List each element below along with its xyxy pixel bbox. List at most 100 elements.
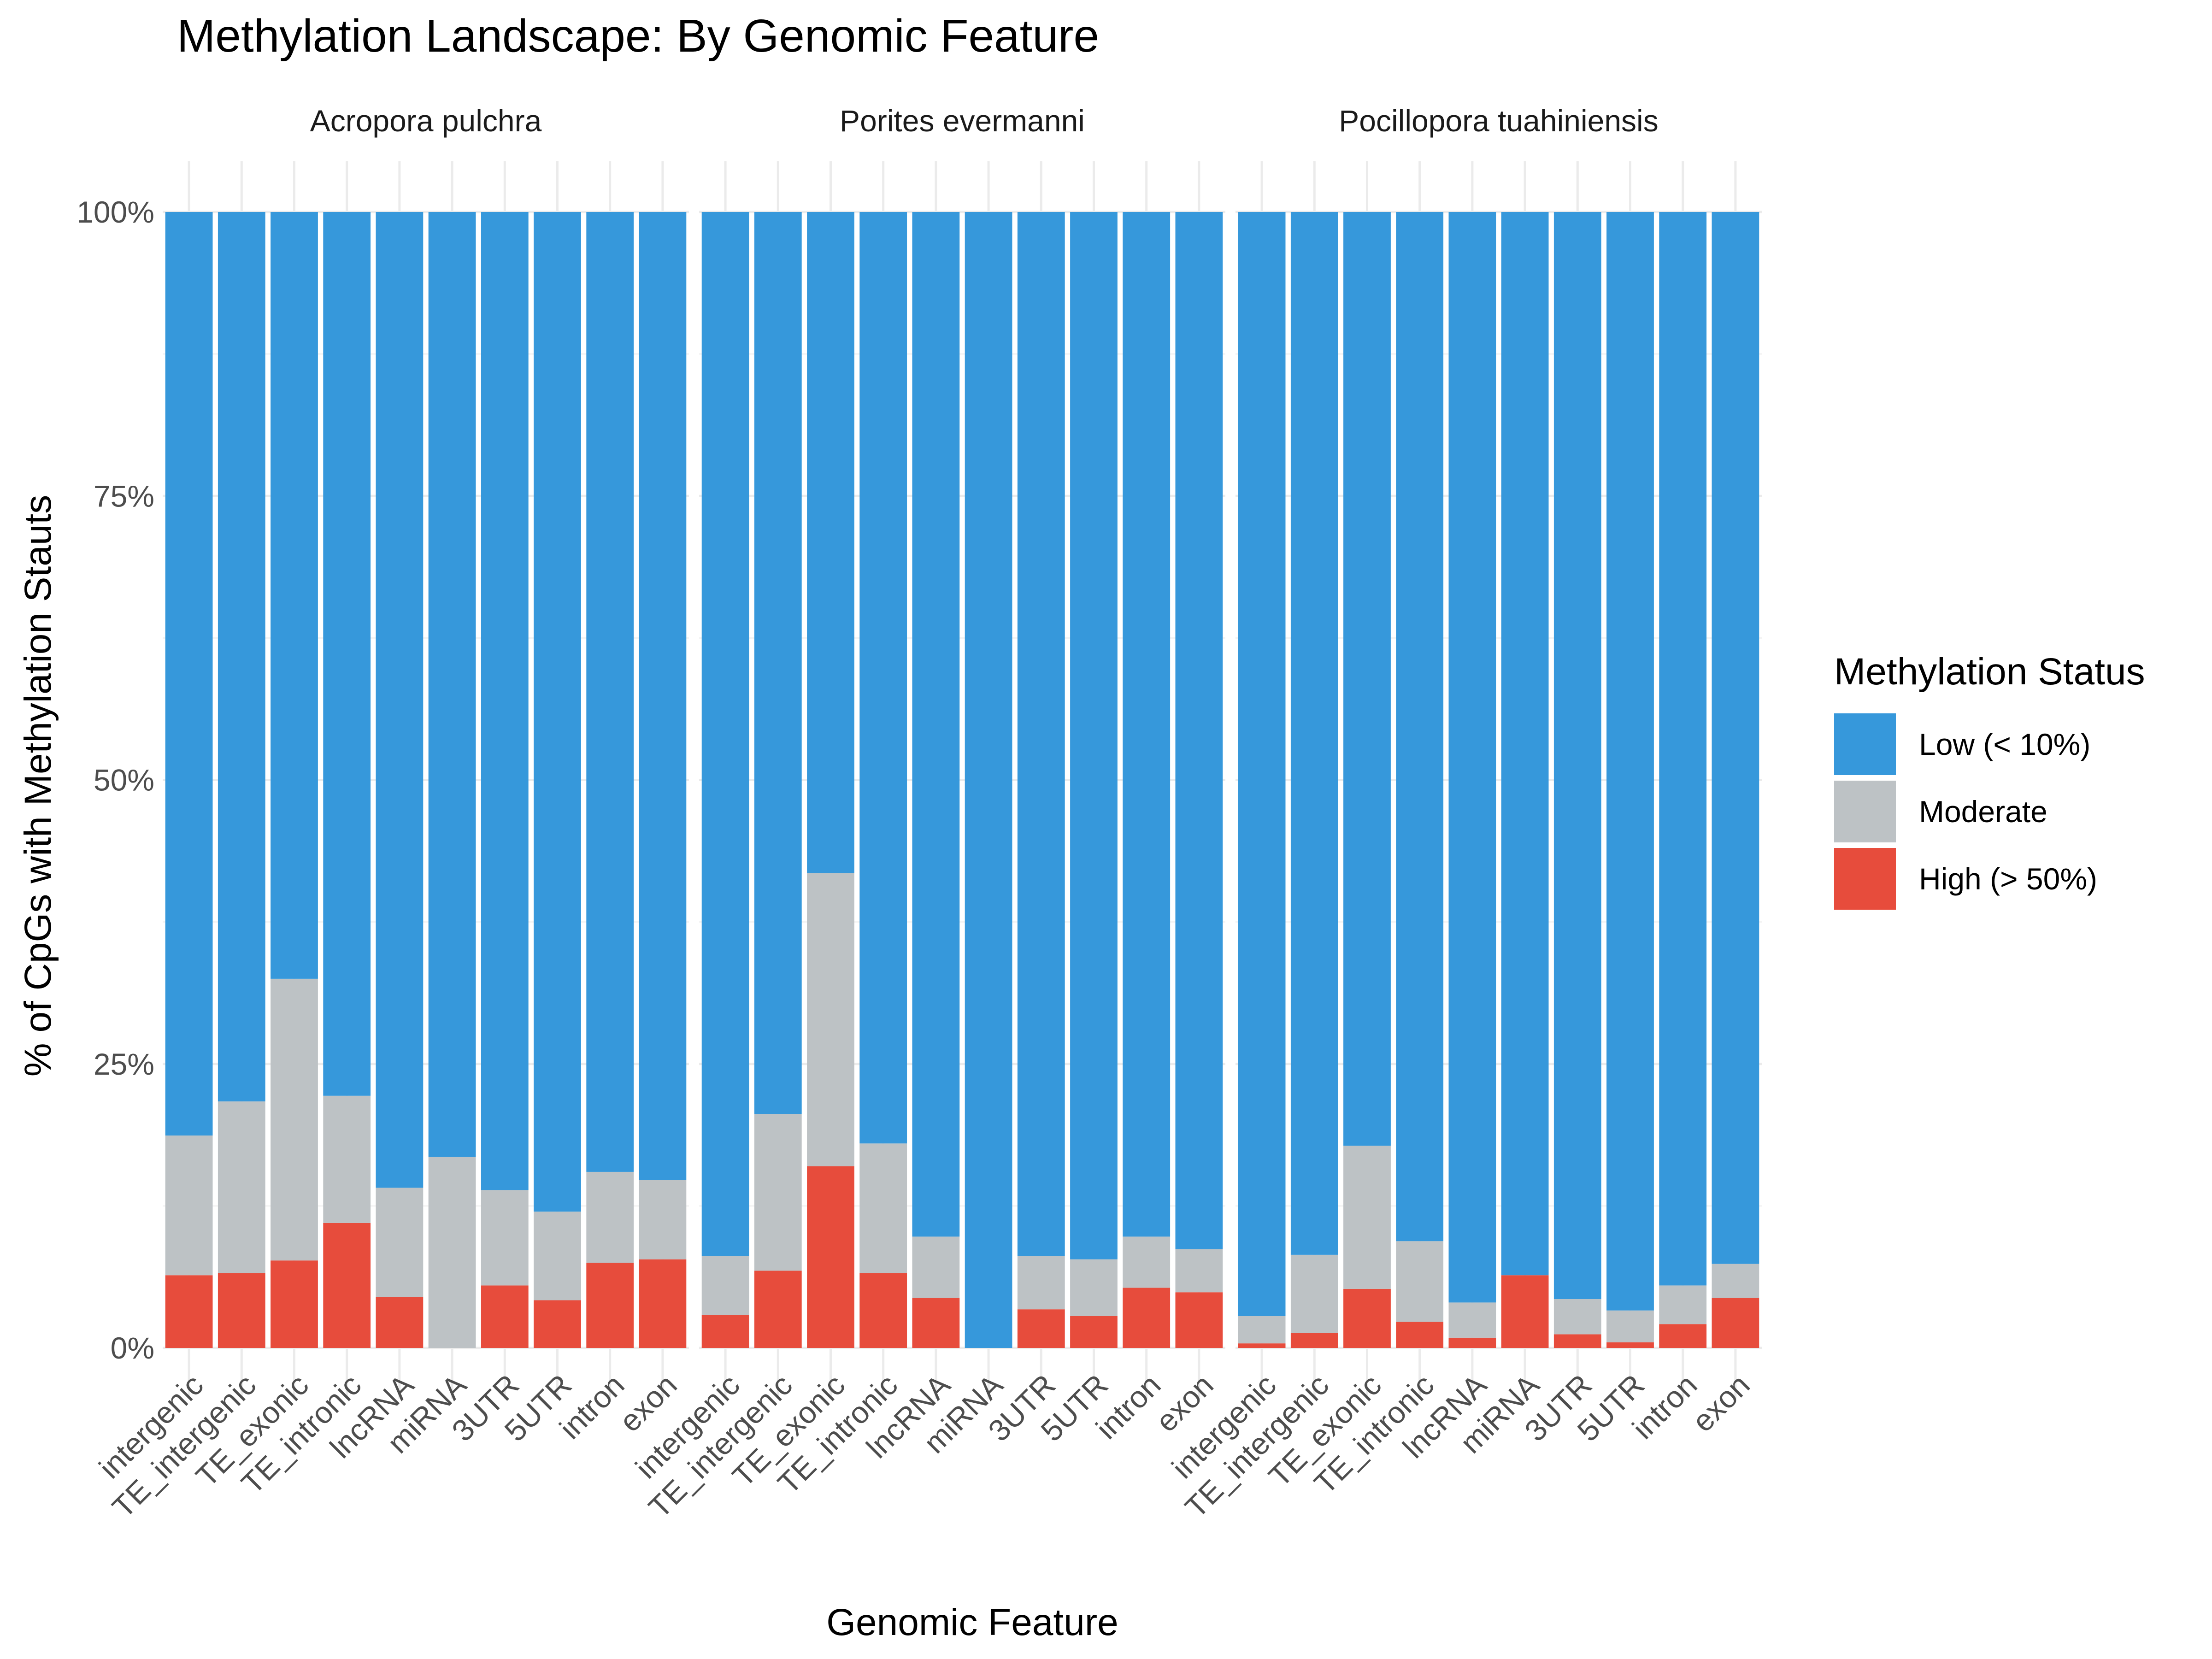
- bar-acropora-pulchra-te-exonic-low-10: [271, 212, 318, 979]
- bar-pocillopora-tuahiniensis-lncrna-low-10: [1448, 212, 1496, 1303]
- bar-porites-evermanni-lncrna-low-10: [912, 212, 960, 1237]
- bar-pocillopora-tuahiniensis-te-intronic-low-10: [1396, 212, 1444, 1241]
- bar-acropora-pulchra-te-intronic-low-10: [323, 212, 371, 1096]
- bar-acropora-pulchra-mirna-low-10: [428, 212, 476, 1157]
- bar-pocillopora-tuahiniensis-3utr-high-50: [1553, 1334, 1601, 1348]
- bar-pocillopora-tuahiniensis-lncrna-high-50: [1448, 1337, 1496, 1348]
- y-tick-label: 100%: [76, 195, 154, 229]
- bar-pocillopora-tuahiniensis-intergenic-moderate: [1238, 1316, 1286, 1344]
- bar-acropora-pulchra-te-intergenic-moderate: [218, 1101, 265, 1273]
- bar-pocillopora-tuahiniensis-lncrna-moderate: [1448, 1302, 1496, 1338]
- y-tick-label: 75%: [94, 479, 154, 513]
- facet-label-porites-evermanni: Porites evermanni: [840, 104, 1085, 138]
- bar-porites-evermanni-intron-high-50: [1123, 1288, 1171, 1348]
- bar-acropora-pulchra-te-intergenic-high-50: [218, 1273, 265, 1348]
- facet-label-pocillopora-tuahiniensis: Pocillopora tuahiniensis: [1339, 104, 1658, 138]
- bar-porites-evermanni-intergenic-high-50: [701, 1315, 749, 1348]
- bar-acropora-pulchra-te-intronic-moderate: [323, 1095, 371, 1223]
- bar-acropora-pulchra-lncrna-high-50: [376, 1297, 424, 1348]
- bar-porites-evermanni-3utr-moderate: [1017, 1256, 1065, 1310]
- bar-acropora-pulchra-te-intronic-high-50: [323, 1223, 371, 1348]
- bar-pocillopora-tuahiniensis-3utr-moderate: [1553, 1299, 1601, 1335]
- legend-label-low-10: Low (< 10%): [1919, 727, 2090, 761]
- bar-porites-evermanni-3utr-high-50: [1017, 1309, 1065, 1348]
- bar-pocillopora-tuahiniensis-intergenic-high-50: [1238, 1343, 1286, 1348]
- bar-porites-evermanni-te-intronic-moderate: [859, 1143, 907, 1273]
- bar-pocillopora-tuahiniensis-te-intronic-moderate: [1396, 1241, 1444, 1322]
- bar-pocillopora-tuahiniensis-te-exonic-low-10: [1343, 212, 1391, 1146]
- bar-porites-evermanni-te-exonic-low-10: [807, 212, 854, 873]
- bar-porites-evermanni-intron-moderate: [1123, 1236, 1171, 1288]
- legend-title: Methylation Status: [1834, 651, 2145, 693]
- bar-pocillopora-tuahiniensis-5utr-high-50: [1606, 1342, 1654, 1348]
- bar-acropora-pulchra-5utr-moderate: [534, 1212, 581, 1300]
- bar-pocillopora-tuahiniensis-intron-moderate: [1659, 1285, 1707, 1324]
- legend-label-high-50: High (> 50%): [1919, 862, 2097, 896]
- bar-acropora-pulchra-5utr-low-10: [534, 212, 581, 1212]
- legend-key-low-10: [1834, 713, 1896, 775]
- bars-layer: [165, 212, 1759, 1348]
- y-axis: 0% 25% 50% 75% 100%: [76, 195, 154, 1365]
- bar-porites-evermanni-te-intergenic-moderate: [754, 1114, 802, 1271]
- bar-porites-evermanni-te-exonic-moderate: [807, 873, 854, 1166]
- bar-acropora-pulchra-intron-moderate: [586, 1171, 634, 1263]
- bar-pocillopora-tuahiniensis-intron-high-50: [1659, 1324, 1707, 1348]
- bar-porites-evermanni-te-intronic-high-50: [859, 1273, 907, 1348]
- bar-porites-evermanni-te-intergenic-high-50: [754, 1271, 802, 1348]
- bar-porites-evermanni-intergenic-moderate: [701, 1256, 749, 1315]
- bar-pocillopora-tuahiniensis-mirna-high-50: [1501, 1275, 1549, 1348]
- bar-acropora-pulchra-intergenic-moderate: [165, 1135, 213, 1276]
- bar-acropora-pulchra-intron-high-50: [586, 1263, 634, 1348]
- bar-porites-evermanni-5utr-high-50: [1070, 1316, 1118, 1348]
- bar-acropora-pulchra-exon-low-10: [639, 212, 687, 1180]
- bar-porites-evermanni-5utr-low-10: [1070, 212, 1118, 1259]
- bar-acropora-pulchra-exon-high-50: [639, 1259, 687, 1348]
- chart-title: Methylation Landscape: By Genomic Featur…: [177, 10, 1099, 62]
- bar-acropora-pulchra-3utr-high-50: [481, 1285, 529, 1348]
- bar-pocillopora-tuahiniensis-5utr-moderate: [1606, 1310, 1654, 1342]
- bar-pocillopora-tuahiniensis-exon-high-50: [1712, 1298, 1759, 1348]
- bar-porites-evermanni-te-intergenic-low-10: [754, 212, 802, 1114]
- legend-key-high-50: [1834, 848, 1896, 910]
- bar-porites-evermanni-te-exonic-high-50: [807, 1166, 854, 1348]
- bar-acropora-pulchra-3utr-moderate: [481, 1190, 529, 1286]
- bar-acropora-pulchra-te-intergenic-low-10: [218, 212, 265, 1102]
- bar-porites-evermanni-exon-low-10: [1175, 212, 1223, 1249]
- legend: Methylation Status Low (< 10%) Moderate Hi…: [1834, 651, 2145, 910]
- bar-pocillopora-tuahiniensis-intergenic-low-10: [1238, 212, 1286, 1316]
- bar-porites-evermanni-lncrna-moderate: [912, 1236, 960, 1298]
- y-axis-title: % of CpGs with Methylation Stauts: [17, 495, 59, 1077]
- strip-layer: Acropora pulchra Porites evermanni Pocillo…: [310, 104, 1659, 138]
- bar-acropora-pulchra-lncrna-low-10: [376, 212, 424, 1188]
- x-axis-title: Genomic Feature: [826, 1601, 1118, 1643]
- y-tick-label: 50%: [94, 763, 154, 797]
- bar-pocillopora-tuahiniensis-te-exonic-moderate: [1343, 1146, 1391, 1289]
- bar-pocillopora-tuahiniensis-te-intronic-high-50: [1396, 1322, 1444, 1348]
- bar-acropora-pulchra-te-exonic-moderate: [271, 978, 318, 1261]
- bar-acropora-pulchra-exon-moderate: [639, 1180, 687, 1259]
- bar-porites-evermanni-mirna-low-10: [965, 212, 1012, 1348]
- bar-pocillopora-tuahiniensis-te-intergenic-moderate: [1290, 1254, 1338, 1333]
- bar-porites-evermanni-exon-moderate: [1175, 1249, 1223, 1293]
- bar-acropora-pulchra-te-exonic-high-50: [271, 1260, 318, 1348]
- bar-porites-evermanni-te-intronic-low-10: [859, 212, 907, 1144]
- bar-porites-evermanni-lncrna-high-50: [912, 1298, 960, 1348]
- bar-acropora-pulchra-lncrna-moderate: [376, 1188, 424, 1297]
- bar-acropora-pulchra-5utr-high-50: [534, 1300, 581, 1348]
- bar-pocillopora-tuahiniensis-intron-low-10: [1659, 212, 1707, 1286]
- legend-label-moderate: Moderate: [1919, 794, 2047, 829]
- bar-porites-evermanni-3utr-low-10: [1017, 212, 1065, 1256]
- bar-acropora-pulchra-3utr-low-10: [481, 212, 529, 1190]
- bar-pocillopora-tuahiniensis-te-intergenic-low-10: [1290, 212, 1338, 1255]
- bar-pocillopora-tuahiniensis-3utr-low-10: [1553, 212, 1601, 1300]
- bar-pocillopora-tuahiniensis-5utr-low-10: [1606, 212, 1654, 1311]
- bar-pocillopora-tuahiniensis-te-exonic-high-50: [1343, 1288, 1391, 1348]
- bar-acropora-pulchra-mirna-moderate: [428, 1157, 476, 1348]
- bar-porites-evermanni-exon-high-50: [1175, 1292, 1223, 1348]
- bar-porites-evermanni-intron-low-10: [1123, 212, 1171, 1237]
- legend-key-moderate: [1834, 781, 1896, 842]
- bar-pocillopora-tuahiniensis-te-intergenic-high-50: [1290, 1333, 1338, 1348]
- bar-pocillopora-tuahiniensis-exon-moderate: [1712, 1264, 1759, 1298]
